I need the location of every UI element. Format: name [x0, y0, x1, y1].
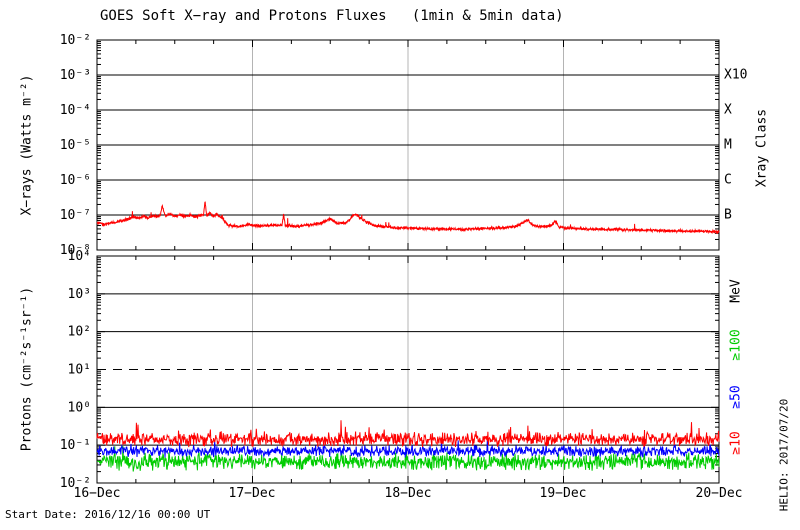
x-tick-label-20dec: 20−Dec — [695, 486, 743, 501]
protons-ge10MeV-trace — [96, 420, 720, 448]
protons-ge100MeV-trace — [96, 446, 720, 472]
x-tick-label-17dec: 17−Dec — [228, 486, 276, 501]
y-tick-label: 10⁻¹ — [60, 438, 91, 453]
panel-frame — [96, 39, 720, 251]
x-tick-label-16dec: 16−Dec — [73, 486, 121, 501]
y-tick-label: 10⁻⁷ — [60, 208, 91, 223]
x-tick-label-19dec: 19−Dec — [539, 486, 587, 501]
goes-protons-panel: 10⁴ 10³ 10² 10¹ 10⁰ 10⁻¹ 10⁻² — [60, 249, 720, 491]
y-tick-label: 10¹ — [68, 363, 91, 378]
xray-class-label-x: X — [724, 102, 732, 118]
y-tick-label: 10² — [68, 325, 91, 340]
xray-class-label-b: B — [724, 207, 732, 223]
y-tick-label: 10⁻⁸ — [60, 243, 91, 258]
helio-credit: HELIO: 2017/07/20 — [777, 398, 791, 512]
y-tick-label: 10³ — [68, 287, 91, 302]
y-tick-label: 10⁻² — [60, 33, 91, 48]
y-tick-label: 10⁰ — [68, 400, 91, 415]
series-label-ge100mev: ≥100 — [728, 329, 744, 361]
xray-class-label-c: C — [724, 172, 732, 188]
panel-frame — [96, 255, 720, 484]
xray-y-axis-label: X−rays (Watts m⁻²) — [19, 74, 35, 216]
series-label-ge10mev: ≥10 — [728, 431, 744, 455]
y-tick-label: 10⁻⁶ — [60, 173, 91, 188]
x-tick-label-18dec: 18−Dec — [384, 486, 432, 501]
proton-y-axis-label: Protons (cm⁻²s⁻¹sr⁻¹) — [19, 286, 35, 452]
xray-class-label-m: M — [724, 137, 732, 153]
y-tick-label: 10⁻⁴ — [60, 103, 91, 118]
y-tick-label: 10⁴ — [68, 249, 91, 264]
xray-flux-trace — [96, 201, 720, 235]
y-tick-label: 10⁻² — [60, 476, 91, 491]
mev-axis-title: MeV — [728, 279, 744, 303]
xray-class-label-x10: X10 — [724, 67, 748, 83]
protons-ge50MeV-trace — [96, 437, 720, 459]
series-label-ge50mev: ≥50 — [728, 385, 744, 409]
xray-class-axis-title: Xray Class — [754, 108, 770, 188]
y-tick-label: 10⁻³ — [60, 68, 91, 83]
chart-title: GOES Soft X−ray and Protons Fluxes (1min… — [100, 8, 564, 24]
start-date-label: Start Date: 2016/12/16 00:00 UT — [5, 508, 211, 521]
y-tick-label: 10⁻⁵ — [60, 138, 91, 153]
goes-soft-xray-panel: 10⁻² 10⁻³ 10⁻⁴ 10⁻⁵ 10⁻⁶ 10⁻⁷ 10⁻⁸ — [60, 33, 720, 258]
